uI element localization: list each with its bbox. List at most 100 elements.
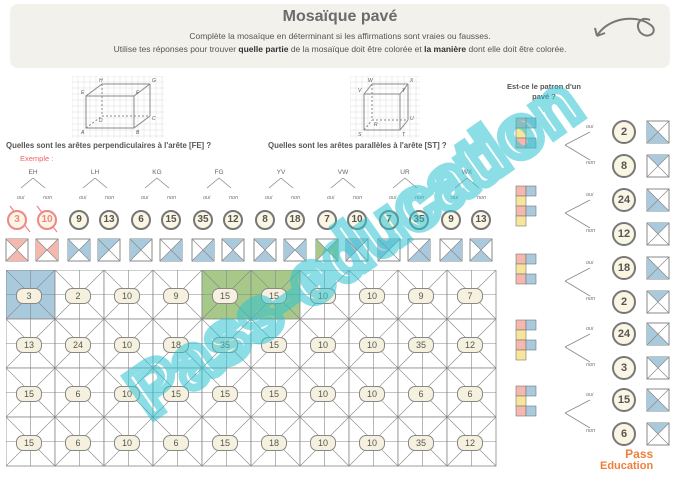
answer-circle[interactable]: 35 [193,210,213,230]
mosaic-number: 15 [261,337,287,353]
non-label: non [477,195,487,201]
vertex-label: U [410,116,414,122]
instruction-panel [10,4,670,68]
oui-label: oui [79,195,87,201]
oui-label: oui [451,195,459,201]
pattern-tile-icon [646,322,670,346]
mosaic-number: 10 [310,435,336,451]
mosaic-number: 18 [261,435,287,451]
answer-circle[interactable]: 10 [37,210,57,230]
non-label: non [586,296,596,302]
mosaic-number: 24 [65,337,91,353]
mosaic-number: 15 [261,386,287,402]
pattern-tile-icon [407,238,431,262]
non-label: non [586,160,596,166]
answer-circle[interactable]: 6 [612,422,636,446]
pattern-tile-icon [5,238,29,262]
pattern-tile-icon [345,238,369,262]
answer-circle[interactable]: 8 [612,154,636,178]
pattern-tile-icon [97,238,121,262]
non-label: non [353,195,363,201]
mosaic-number: 2 [65,288,91,304]
answer-circle[interactable]: 24 [612,188,636,212]
answer-circle[interactable]: 24 [612,322,636,346]
answer-circle[interactable]: 2 [612,290,636,314]
answer-circle[interactable]: 15 [612,388,636,412]
cuboid-figure-right: V W Y X S R T U [350,76,420,138]
question-parallel: Quelles sont les arêtes parallèles à l'a… [268,141,447,150]
page-title: Mosaïque pavé [282,8,398,25]
edge-name-label: FG [214,169,224,176]
tree-branch [564,131,591,161]
answer-circle[interactable]: 9 [441,210,461,230]
non-label: non [586,362,596,368]
pass-education-logo: Pass Education [600,448,653,472]
answer-circle[interactable]: 8 [255,210,275,230]
oui-label: oui [327,195,335,201]
pattern-tile-icon [469,238,493,262]
non-label: non [415,195,425,201]
answer-circle[interactable]: 35 [409,210,429,230]
oui-label: oui [141,195,149,201]
vertex-label: V [358,88,362,94]
answer-circle[interactable]: 3 [7,210,27,230]
tree-branch [330,177,356,189]
answer-circle[interactable]: 18 [612,256,636,280]
answer-circle[interactable]: 9 [69,210,89,230]
mosaic-number: 10 [114,337,140,353]
mosaic-number: 35 [408,435,434,451]
net-figure-icon [515,319,537,361]
example-label: Exemple : [20,154,54,163]
mosaic-number: 15 [16,386,42,402]
answer-circle[interactable]: 12 [612,222,636,246]
edge-name-label: WX [461,169,473,176]
tree-branch [20,177,46,189]
edge-name-label: YV [276,169,286,176]
answer-circle[interactable]: 2 [612,120,636,144]
pattern-tile-icon [646,256,670,280]
cuboid-figure-left: E H F G A D B C [72,76,164,138]
vertex-label: C [152,116,156,122]
instruction-line-2: Utilise tes réponses pour trouver quelle… [113,44,567,54]
answer-circle[interactable]: 15 [161,210,181,230]
tree-branch [454,177,480,189]
tree-branch [206,177,232,189]
answer-circle[interactable]: 7 [317,210,337,230]
swirl-arrow-icon [594,17,655,37]
pattern-tile-icon [646,120,670,144]
vertex-label: Y [402,88,406,94]
oui-label: oui [586,124,594,130]
mosaic-number: 6 [408,386,434,402]
answer-circle[interactable]: 12 [223,210,243,230]
mosaic-number: 3 [16,288,42,304]
answer-circle[interactable]: 3 [612,356,636,380]
mosaic-number: 15 [212,386,238,402]
tree-branch [564,333,591,363]
answer-circle[interactable]: 13 [471,210,491,230]
answer-circle[interactable]: 13 [99,210,119,230]
non-label: non [586,428,596,434]
oui-label: oui [586,260,594,266]
vertex-label: S [358,132,362,138]
mosaic-number: 10 [114,288,140,304]
mosaic-number: 10 [359,435,385,451]
logo-pass-text: Pass [625,447,654,461]
oui-label: oui [586,326,594,332]
mosaic-number: 6 [163,435,189,451]
mosaic-number: 13 [16,337,42,353]
tree-branch [144,177,170,189]
mosaic-number: 10 [359,386,385,402]
answer-circle[interactable]: 18 [285,210,305,230]
answer-circle[interactable]: 6 [131,210,151,230]
pattern-tile-icon [646,356,670,380]
edge-name-label: VW [337,169,349,176]
non-label: non [167,195,177,201]
mosaic-number: 6 [65,386,91,402]
answer-circle[interactable]: 10 [347,210,367,230]
pattern-tile-icon [283,238,307,262]
net-figure-icon [515,253,537,285]
mosaic-number: 15 [261,288,287,304]
pattern-tile-icon [67,238,91,262]
mosaic-number: 6 [65,435,91,451]
answer-circle[interactable]: 7 [379,210,399,230]
